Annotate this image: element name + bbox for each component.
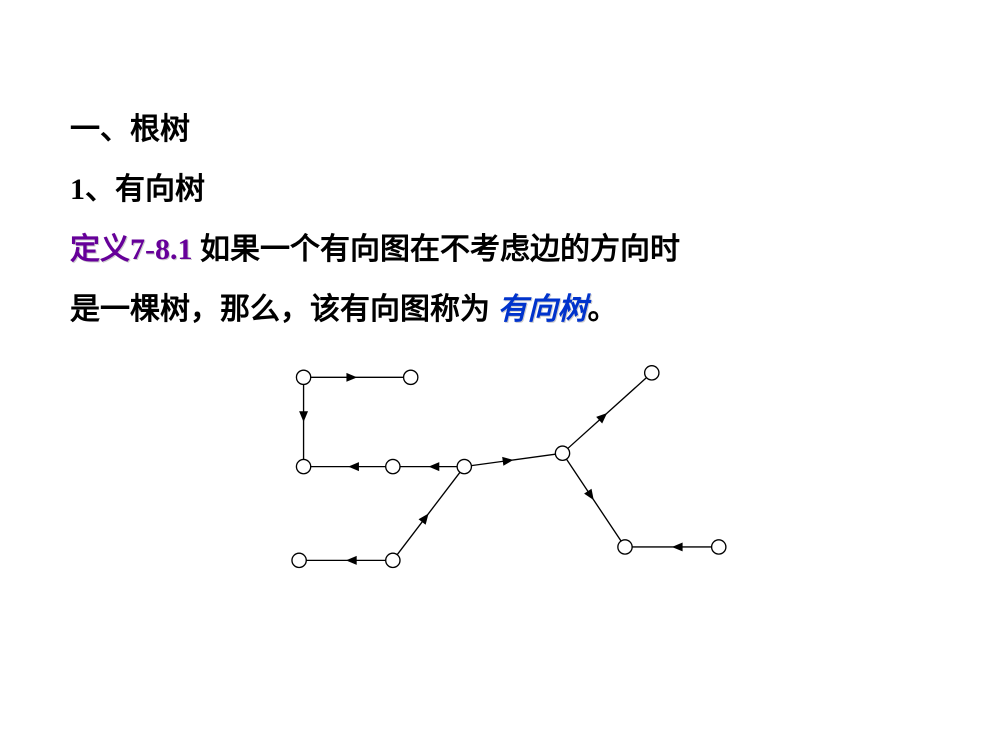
graph-node — [403, 370, 417, 384]
arrowhead-icon — [345, 556, 356, 565]
heading-1-text: 一、根树 — [70, 113, 190, 146]
arrowhead-icon — [346, 373, 357, 382]
definition-line-1: 定义7-8.1 如果一个有向图在不考虑边的方向时 — [70, 220, 929, 280]
graph-edge — [567, 378, 646, 449]
arrowhead-icon — [299, 411, 308, 422]
arrowhead-icon — [428, 462, 439, 471]
definition-line-2: 是一棵树，那么，该有向图称为 有向树。 — [70, 280, 929, 340]
slide-page: 一、根树 1、有向树 定义7-8.1 如果一个有向图在不考虑边的方向时 是一棵树… — [0, 0, 999, 615]
diagram-container — [70, 350, 929, 615]
arrowhead-icon — [584, 489, 594, 500]
term-directed-tree: 有向树 — [498, 293, 588, 326]
arrowhead-icon — [502, 457, 513, 466]
graph-node — [711, 540, 725, 554]
arrowhead-icon — [418, 513, 428, 524]
graph-node — [457, 459, 471, 473]
definition-text-1: 如果一个有向图在不考虑边的方向时 — [193, 233, 681, 266]
graph-node — [291, 553, 305, 567]
heading-1: 一、根树 — [70, 100, 929, 160]
definition-text-2a: 是一棵树，那么，该有向图称为 — [70, 293, 498, 326]
arrowhead-icon — [348, 462, 359, 471]
graph-node — [296, 370, 310, 384]
graph-node — [644, 366, 658, 380]
graph-node — [555, 446, 569, 460]
graph-node — [385, 553, 399, 567]
heading-2-text: 1、有向树 — [70, 173, 205, 206]
graph-node — [617, 540, 631, 554]
graph-edge — [397, 472, 460, 554]
arrowhead-icon — [671, 543, 682, 552]
graph-edge — [566, 459, 621, 541]
definition-text-2b: 。 — [588, 293, 618, 326]
directed-tree-diagram — [250, 350, 750, 610]
definition-label: 定义7-8.1 — [70, 233, 193, 266]
graph-node — [385, 459, 399, 473]
graph-node — [296, 459, 310, 473]
heading-2: 1、有向树 — [70, 160, 929, 220]
